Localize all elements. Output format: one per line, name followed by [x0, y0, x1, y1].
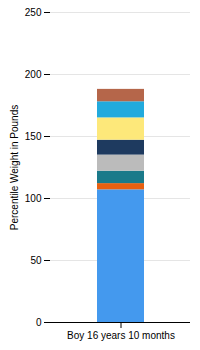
svg-text:200: 200: [25, 69, 42, 80]
svg-text:Boy 16 years 10 months: Boy 16 years 10 months: [67, 330, 175, 341]
svg-text:150: 150: [25, 131, 42, 142]
svg-text:0: 0: [36, 317, 42, 328]
svg-text:250: 250: [25, 7, 42, 18]
svg-text:100: 100: [25, 193, 42, 204]
svg-text:Percentile Weight in Pounds: Percentile Weight in Pounds: [9, 105, 20, 230]
svg-text:50: 50: [30, 255, 42, 266]
